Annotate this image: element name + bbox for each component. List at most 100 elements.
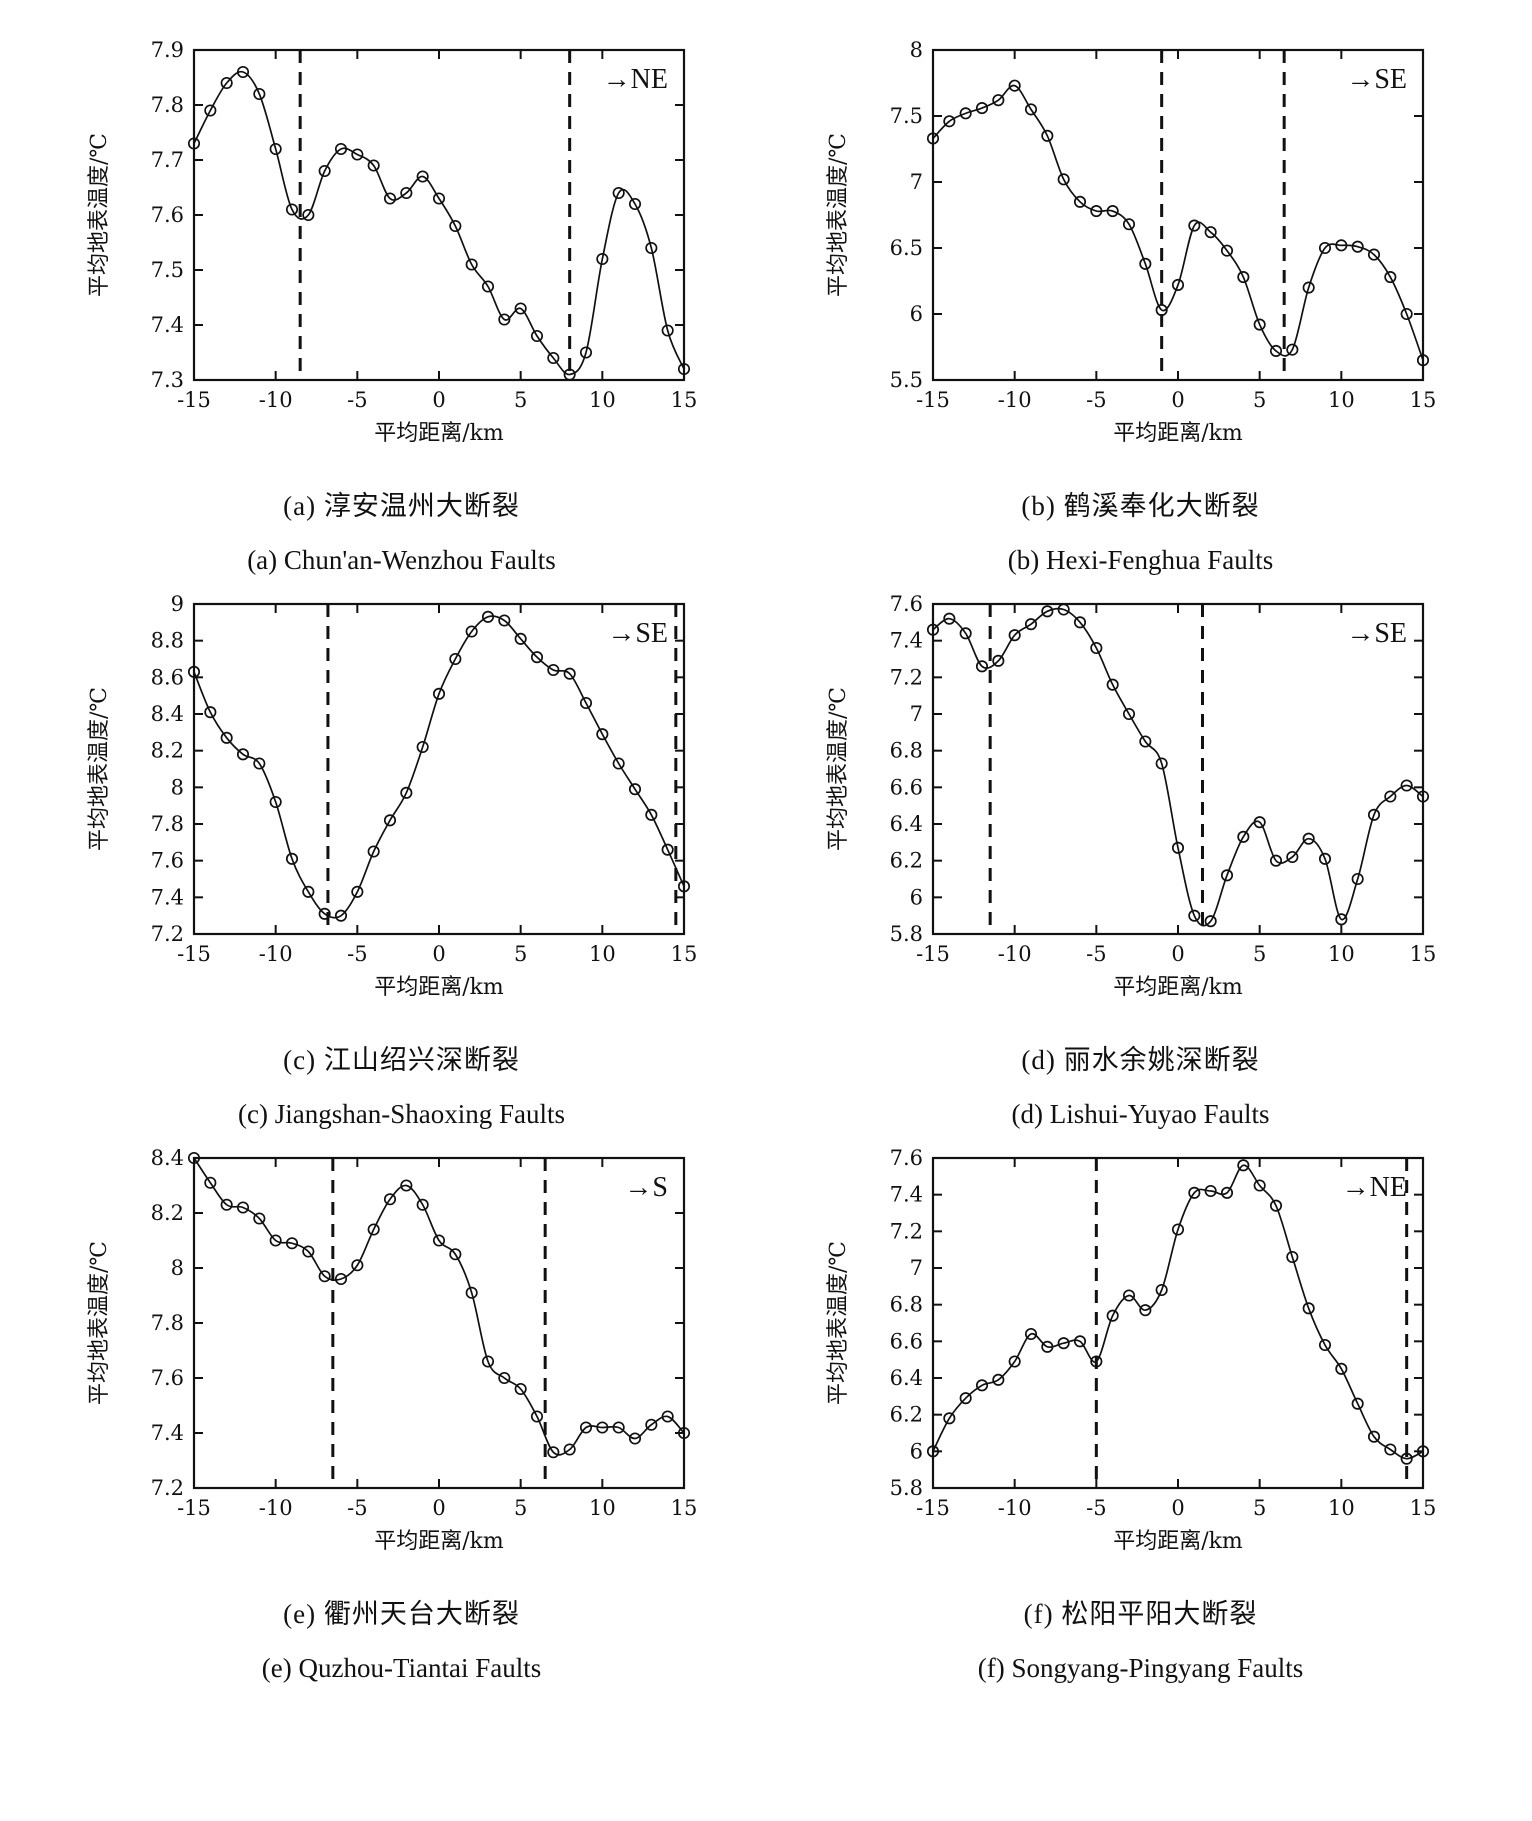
fault-lines xyxy=(1159,50,1286,380)
caption-en: (d) Lishui-Yuyao Faults xyxy=(1011,1099,1270,1129)
data-point-marker xyxy=(1040,1340,1053,1353)
data-point-marker xyxy=(1400,1452,1413,1465)
data-point-marker xyxy=(644,241,657,255)
data-point-marker xyxy=(1285,850,1298,864)
data-point-marker xyxy=(350,148,363,161)
y-tick-label: 6.6 xyxy=(889,775,922,799)
data-point-marker xyxy=(530,1410,543,1423)
data-point-marker xyxy=(203,104,216,117)
x-tick-label: -10 xyxy=(258,942,292,966)
data-point-marker xyxy=(1073,1335,1086,1348)
caption-en: (f) Songyang-Pingyang Faults xyxy=(977,1653,1304,1683)
y-tick-label: 8 xyxy=(170,1256,183,1280)
x-tick-label: 0 xyxy=(432,1496,445,1520)
data-point-marker xyxy=(334,909,347,922)
x-tick-label: -15 xyxy=(916,942,950,966)
chart-d-canvas: -15 -10 -5 0 5 10 15 5.8 6 6.2 6.4 6.6 6.8 7 7.2 7.4 7.6… xyxy=(826,592,1436,1000)
x-tick-labels: -15 -10 -5 0 5 10 15 xyxy=(177,1496,697,1520)
data-point-marker xyxy=(644,1418,657,1431)
x-axis-label: 平均距离/km xyxy=(374,421,504,446)
y-tick-label: 6.2 xyxy=(889,1403,922,1427)
x-tick-label: 10 xyxy=(588,942,615,966)
data-point-marker xyxy=(236,1201,249,1214)
data-point-marker xyxy=(416,1198,429,1211)
x-tick-label: -5 xyxy=(1086,942,1106,966)
subplot-a: -15 -10 -5 0 5 10 15 7.3 7.4 7.5 7.6 7.7 7.8 7.9 平均距离/… xyxy=(60,26,743,576)
data-point-marker xyxy=(1302,832,1315,845)
fault-lines xyxy=(988,604,1204,934)
data-point-marker xyxy=(220,1198,233,1211)
subplot-c-caption: (c) 江山绍兴深断裂 (c) Jiangshan-Shaoxing Fault… xyxy=(60,1038,743,1130)
direction-arrow-label: →S xyxy=(624,1172,668,1203)
y-tick-label: 6.6 xyxy=(889,1329,922,1353)
x-axis-label: 平均距离/km xyxy=(374,975,504,1000)
data-point-marker xyxy=(1138,735,1151,748)
x-tick-label: -10 xyxy=(258,388,292,412)
chart-a-canvas: -15 -10 -5 0 5 10 15 7.3 7.4 7.5 7.6 7.7 7.8 7.9 平均距离/… xyxy=(87,38,697,446)
x-tick-labels: -15 -10 -5 0 5 10 15 xyxy=(916,942,1436,966)
subplot-c: -15 -10 -5 0 5 10 15 7.2 7.4 7.6 7.8 8 8.2 8.4 8.6 8.8 9… xyxy=(60,580,743,1130)
data-point-marker xyxy=(1367,1430,1380,1443)
x-tick-label: -10 xyxy=(997,388,1031,412)
data-point-marker xyxy=(975,102,988,115)
data-point-marker xyxy=(1138,257,1151,270)
data-point-marker xyxy=(481,610,494,623)
y-tick-label: 6 xyxy=(909,885,922,909)
fault-lines xyxy=(330,1158,547,1488)
data-point-marker xyxy=(285,852,298,865)
x-tick-label: 15 xyxy=(1409,942,1436,966)
data-point-marker xyxy=(1024,618,1037,631)
data-point-marker xyxy=(579,696,592,710)
data-point-marker xyxy=(1334,239,1347,252)
y-tick-label: 7.2 xyxy=(150,1476,183,1500)
data-point-marker xyxy=(1187,219,1200,232)
data-point-marker xyxy=(677,362,690,376)
data-markers xyxy=(926,79,1429,367)
x-tick-labels: -15 -10 -5 0 5 10 15 xyxy=(177,942,697,966)
axes xyxy=(931,1156,1424,1490)
data-point-marker xyxy=(1089,1355,1102,1368)
x-tick-label: -10 xyxy=(997,1496,1031,1520)
y-axis-label: 平均地表温度/℃ xyxy=(87,133,112,297)
chart-b-canvas: -15 -10 -5 0 5 10 15 5.5 6 6.5 7 7.5 8 平均距离/km 平均地表温度/… xyxy=(826,38,1436,446)
data-point-marker xyxy=(285,1237,298,1250)
data-point-marker xyxy=(1089,641,1102,655)
data-point-marker xyxy=(301,208,314,222)
data-point-marker xyxy=(301,1245,314,1258)
caption-zh: (f) 松阳平阳大断裂 xyxy=(1023,1599,1258,1629)
data-point-marker xyxy=(1253,816,1266,829)
data-point-marker xyxy=(383,192,396,205)
x-tick-label: -15 xyxy=(177,1496,211,1520)
x-tick-label: 15 xyxy=(670,388,697,412)
subplot-a-caption: (a) 淳安温州大断裂 (a) Chun'an-Wenzhou Faults xyxy=(60,484,743,576)
data-point-marker xyxy=(644,808,657,821)
data-point-marker xyxy=(595,728,608,741)
data-point-marker xyxy=(383,814,396,827)
y-tick-labels: 7.3 7.4 7.5 7.6 7.7 7.8 7.9 xyxy=(150,38,183,392)
caption-en: (c) Jiangshan-Shaoxing Faults xyxy=(238,1099,565,1129)
axes xyxy=(192,1156,685,1490)
subplot-grid: -15 -10 -5 0 5 10 15 7.3 7.4 7.5 7.6 7.7 7.8 7.9 平均距离/… xyxy=(60,26,1482,1684)
x-tick-label: -5 xyxy=(1086,1496,1106,1520)
data-point-marker xyxy=(612,186,625,200)
y-axis-label: 平均地表温度/℃ xyxy=(826,1241,851,1405)
data-markers xyxy=(926,603,1429,928)
y-tick-label: 8.8 xyxy=(150,629,183,653)
data-markers xyxy=(187,1151,690,1459)
x-axis-label: 平均距离/km xyxy=(1113,975,1243,1000)
x-axis-label: 平均距离/km xyxy=(374,1529,504,1554)
subplot-f: -15 -10 -5 0 5 10 15 5.8 6 6.2 6.4 6.6 6.8 7 7.2 7.4 7.6… xyxy=(799,1134,1482,1684)
plot-box xyxy=(931,1156,1424,1490)
data-point-marker xyxy=(1318,852,1331,865)
data-point-marker xyxy=(416,740,429,754)
fault-lines xyxy=(1094,1158,1408,1488)
data-point-marker xyxy=(661,1410,674,1423)
data-point-marker xyxy=(1155,757,1168,770)
subplot-e: -15 -10 -5 0 5 10 15 7.2 7.4 7.6 7.8 8 8.2 8.4 平均距离/km… xyxy=(60,1134,743,1684)
data-point-marker xyxy=(1351,872,1364,886)
y-tick-label: 8.4 xyxy=(150,1146,183,1170)
x-tick-label: 10 xyxy=(1327,942,1354,966)
data-point-marker xyxy=(367,1223,380,1236)
data-point-marker xyxy=(269,795,282,809)
data-point-marker xyxy=(563,667,576,680)
